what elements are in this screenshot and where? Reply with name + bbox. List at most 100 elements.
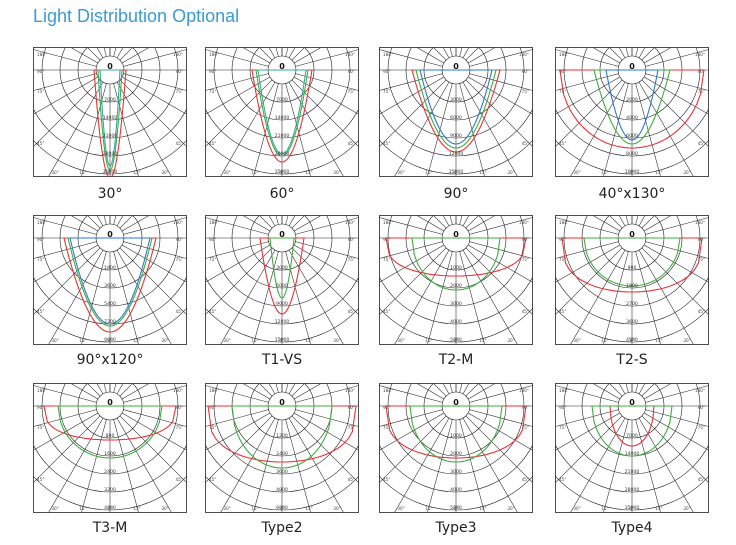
angle-label: 90°: [176, 69, 183, 74]
angle-label: 90°: [176, 237, 183, 242]
angle-label: 90°: [698, 69, 705, 74]
polar-diagram: 7000 14000 21000 28000 35000 0 180° 180° 90° 90° 7…: [555, 383, 709, 513]
angle-label: 180°: [383, 52, 393, 57]
ring-value-label: 4000: [450, 487, 462, 493]
angle-label: 180°: [383, 220, 393, 225]
angle-label: 90°: [698, 237, 705, 242]
angle-label: 75°: [176, 89, 183, 94]
intensity-curve-green: [97, 69, 123, 171]
angle-label: 180°: [345, 388, 355, 393]
diagram-caption: 40°x130°: [598, 186, 666, 202]
ring-value-label: 9000: [450, 133, 462, 139]
ring-value-label: 2000: [626, 97, 638, 103]
intensity-curve-red: [93, 69, 127, 177]
polar-chart-svg: 1000 2000 3000 4000 5000 0 180° 180° 90° 90° 75° 75…: [379, 383, 533, 513]
angle-label: 75°: [37, 257, 44, 262]
ring-value-label: 12000: [449, 151, 464, 157]
angle-label: 90°: [383, 237, 390, 242]
diagram-caption: 90°x120°: [76, 352, 144, 368]
intensity-curve-green: [411, 237, 501, 291]
intensity-curve-red: [43, 405, 177, 441]
angle-label: 180°: [173, 52, 183, 57]
ring-value-label: 1600: [104, 451, 116, 457]
angle-label: 90°: [348, 237, 355, 242]
angle-label: 90°: [698, 405, 705, 410]
angle-label: 30°: [507, 170, 514, 175]
angle-label: 90°: [176, 405, 183, 410]
intensity-curve-red: [411, 69, 501, 153]
angle-label: 90°: [522, 237, 529, 242]
angle-label: 90°: [209, 69, 216, 74]
angle-label: 30°: [223, 170, 230, 175]
polar-chart-svg: 800 1600 2400 3200 4000 0 180° 180° 90° 90° 75° 75°…: [33, 383, 187, 513]
angle-label: 45°: [176, 141, 183, 146]
center-label: 0: [629, 230, 635, 239]
angle-label: 180°: [383, 388, 393, 393]
angle-label: 15°: [479, 170, 486, 175]
angle-label: 90°: [37, 69, 44, 74]
angle-label: 30°: [333, 506, 340, 511]
angle-label: 45°: [37, 309, 44, 314]
polar-chart-svg: 1200 2400 3600 4800 6000 0 180° 180° 90° 90° 75° 75…: [205, 383, 359, 513]
intensity-curve-red: [259, 237, 305, 315]
diagram-caption: T3-M: [92, 520, 128, 536]
ring-value-label: 15000: [449, 169, 464, 175]
diagram-caption: T1-VS: [261, 352, 303, 368]
angle-label: 75°: [522, 425, 529, 430]
ring-value-label: 28000: [103, 151, 118, 157]
angle-label: 75°: [522, 89, 529, 94]
intensity-curve-blue: [419, 69, 493, 145]
angle-label: 30°: [51, 506, 58, 511]
ring-value-label: 3600: [104, 283, 116, 289]
ring-value-label: 3200: [104, 487, 116, 493]
diagram-caption: 90°: [443, 186, 469, 202]
angle-label: 180°: [559, 220, 569, 225]
ring-value-label: 9000: [276, 301, 288, 307]
intensity-curve-green: [415, 69, 497, 149]
ring-value-label: 5000: [450, 337, 462, 343]
ring-value-label: 9000: [104, 337, 116, 343]
polar-chart-svg: 2000 4000 6000 8000 10000 0 180° 180° 90° 90° 75° 7…: [555, 47, 709, 177]
angle-label: 180°: [37, 52, 47, 57]
ring-value-label: 14000: [103, 115, 118, 121]
angle-label: 15°: [133, 338, 140, 343]
angle-label: 75°: [698, 89, 705, 94]
angle-label: 30°: [223, 338, 230, 343]
angle-label: 30°: [397, 170, 404, 175]
ring-value-label: 2400: [276, 451, 288, 457]
angle-label: 75°: [383, 257, 390, 262]
diagram-caption: Type3: [435, 520, 477, 536]
polar-diagram: 2000 4000 6000 8000 10000 0 180° 180° 90° 90° 75° 7…: [555, 47, 709, 177]
angle-label: 0°: [454, 506, 459, 511]
ring-value-label: 3000: [450, 97, 462, 103]
intensity-curve-blue: [69, 237, 151, 325]
angle-label: 90°: [348, 69, 355, 74]
polar-chart-svg: 7000 14000 21000 28000 35000 0 180° 180° 90° 90° 7…: [555, 383, 709, 513]
angle-label: 15°: [133, 506, 140, 511]
angle-label: 30°: [333, 338, 340, 343]
angle-label: 30°: [333, 170, 340, 175]
polar-diagram: 7000 14000 21000 28000 35000 0 180° 180° 90° 90° 7…: [33, 47, 187, 177]
center-label: 0: [107, 230, 113, 239]
angle-label: 75°: [698, 257, 705, 262]
intensity-curve-red: [251, 69, 313, 163]
ring-value-label: 7000: [104, 97, 116, 103]
angle-label: 75°: [383, 89, 390, 94]
intensity-curve-red: [385, 237, 527, 277]
polar-chart-svg: 7000 14000 21000 28000 35000 0 180° 180° 90° 90° 7…: [33, 47, 187, 177]
angle-label: 30°: [397, 338, 404, 343]
angle-label: 45°: [559, 141, 566, 146]
intensity-curve-red: [561, 237, 703, 293]
ring-value-label: 7000: [276, 97, 288, 103]
angle-label: 180°: [345, 220, 355, 225]
ring-value-label: 900: [628, 265, 637, 271]
ring-value-label: 2000: [450, 283, 462, 289]
intensity-curve-red: [609, 405, 655, 447]
intensity-curve-teal: [257, 69, 307, 155]
angle-label: 30°: [683, 170, 690, 175]
ring-value-label: 4000: [450, 319, 462, 325]
polar-chart-svg: 900 1800 2700 3600 4500 0 180° 180° 90° 90° 75° 75°…: [555, 215, 709, 345]
ring-value-label: 3000: [450, 469, 462, 475]
angle-label: 0°: [280, 170, 285, 175]
intensity-curve-green: [593, 69, 671, 145]
